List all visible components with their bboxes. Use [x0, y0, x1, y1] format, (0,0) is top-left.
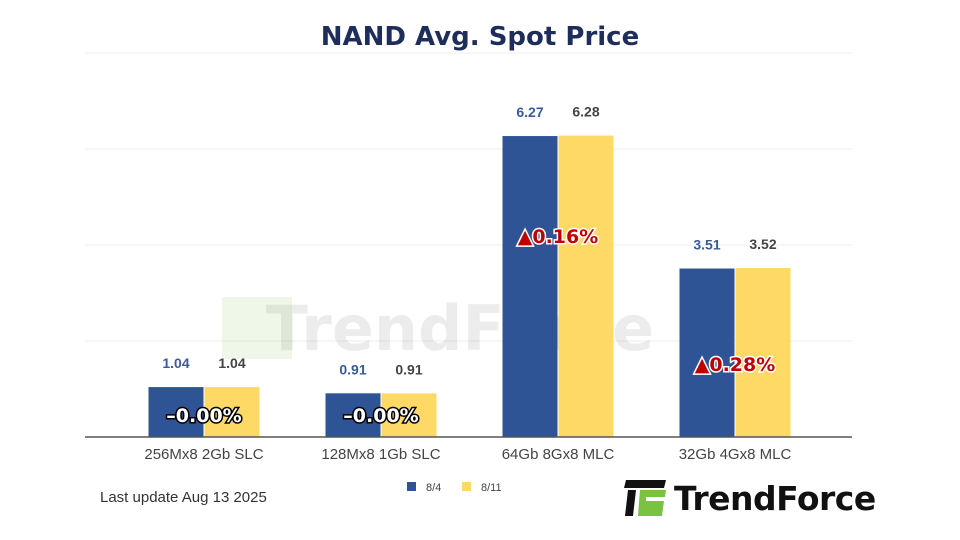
bar-8/11 — [735, 268, 791, 437]
logo-text: TrendForce — [674, 478, 876, 518]
data-label: 0.91 — [339, 361, 366, 377]
x-tick-label: 256Mx8 2Gb SLC — [144, 446, 263, 463]
legend-swatch — [462, 482, 471, 491]
x-tick-label: 128Mx8 1Gb SLC — [321, 446, 440, 463]
change-annotation: ▲0.28% — [695, 354, 776, 376]
data-label: 1.04 — [218, 355, 245, 371]
legend-label: 8/11 — [481, 482, 502, 494]
data-label: 6.28 — [572, 104, 599, 120]
bar-8/4 — [148, 387, 204, 437]
bar-8/4 — [502, 136, 558, 438]
data-label: 3.51 — [693, 237, 720, 253]
watermark-logo — [222, 297, 292, 359]
last-update-text: Last update Aug 13 2025 — [100, 489, 267, 506]
trendforce-logo-icon — [624, 480, 666, 516]
legend-label: 8/4 — [426, 482, 441, 494]
bar-8/11 — [204, 387, 260, 437]
data-label: 3.52 — [749, 236, 776, 252]
x-tick-label: 32Gb 4Gx8 MLC — [679, 446, 792, 463]
change-annotation: –0.00% — [343, 405, 418, 427]
bar-8/11 — [381, 393, 437, 437]
bar-8/4 — [679, 268, 735, 437]
data-label: 1.04 — [162, 355, 189, 371]
change-annotation: –0.00% — [166, 405, 241, 427]
legend-swatch — [407, 482, 416, 491]
bar-8/4 — [325, 393, 381, 437]
bar-8/11 — [558, 135, 614, 437]
chart-title: NAND Avg. Spot Price — [320, 22, 640, 52]
x-tick-label: 64Gb 8Gx8 MLC — [502, 446, 615, 463]
trendforce-logo: TrendForce — [624, 478, 876, 518]
data-label: 0.91 — [395, 361, 422, 377]
data-label: 6.27 — [516, 104, 543, 120]
change-annotation: ▲0.16% — [518, 226, 599, 248]
